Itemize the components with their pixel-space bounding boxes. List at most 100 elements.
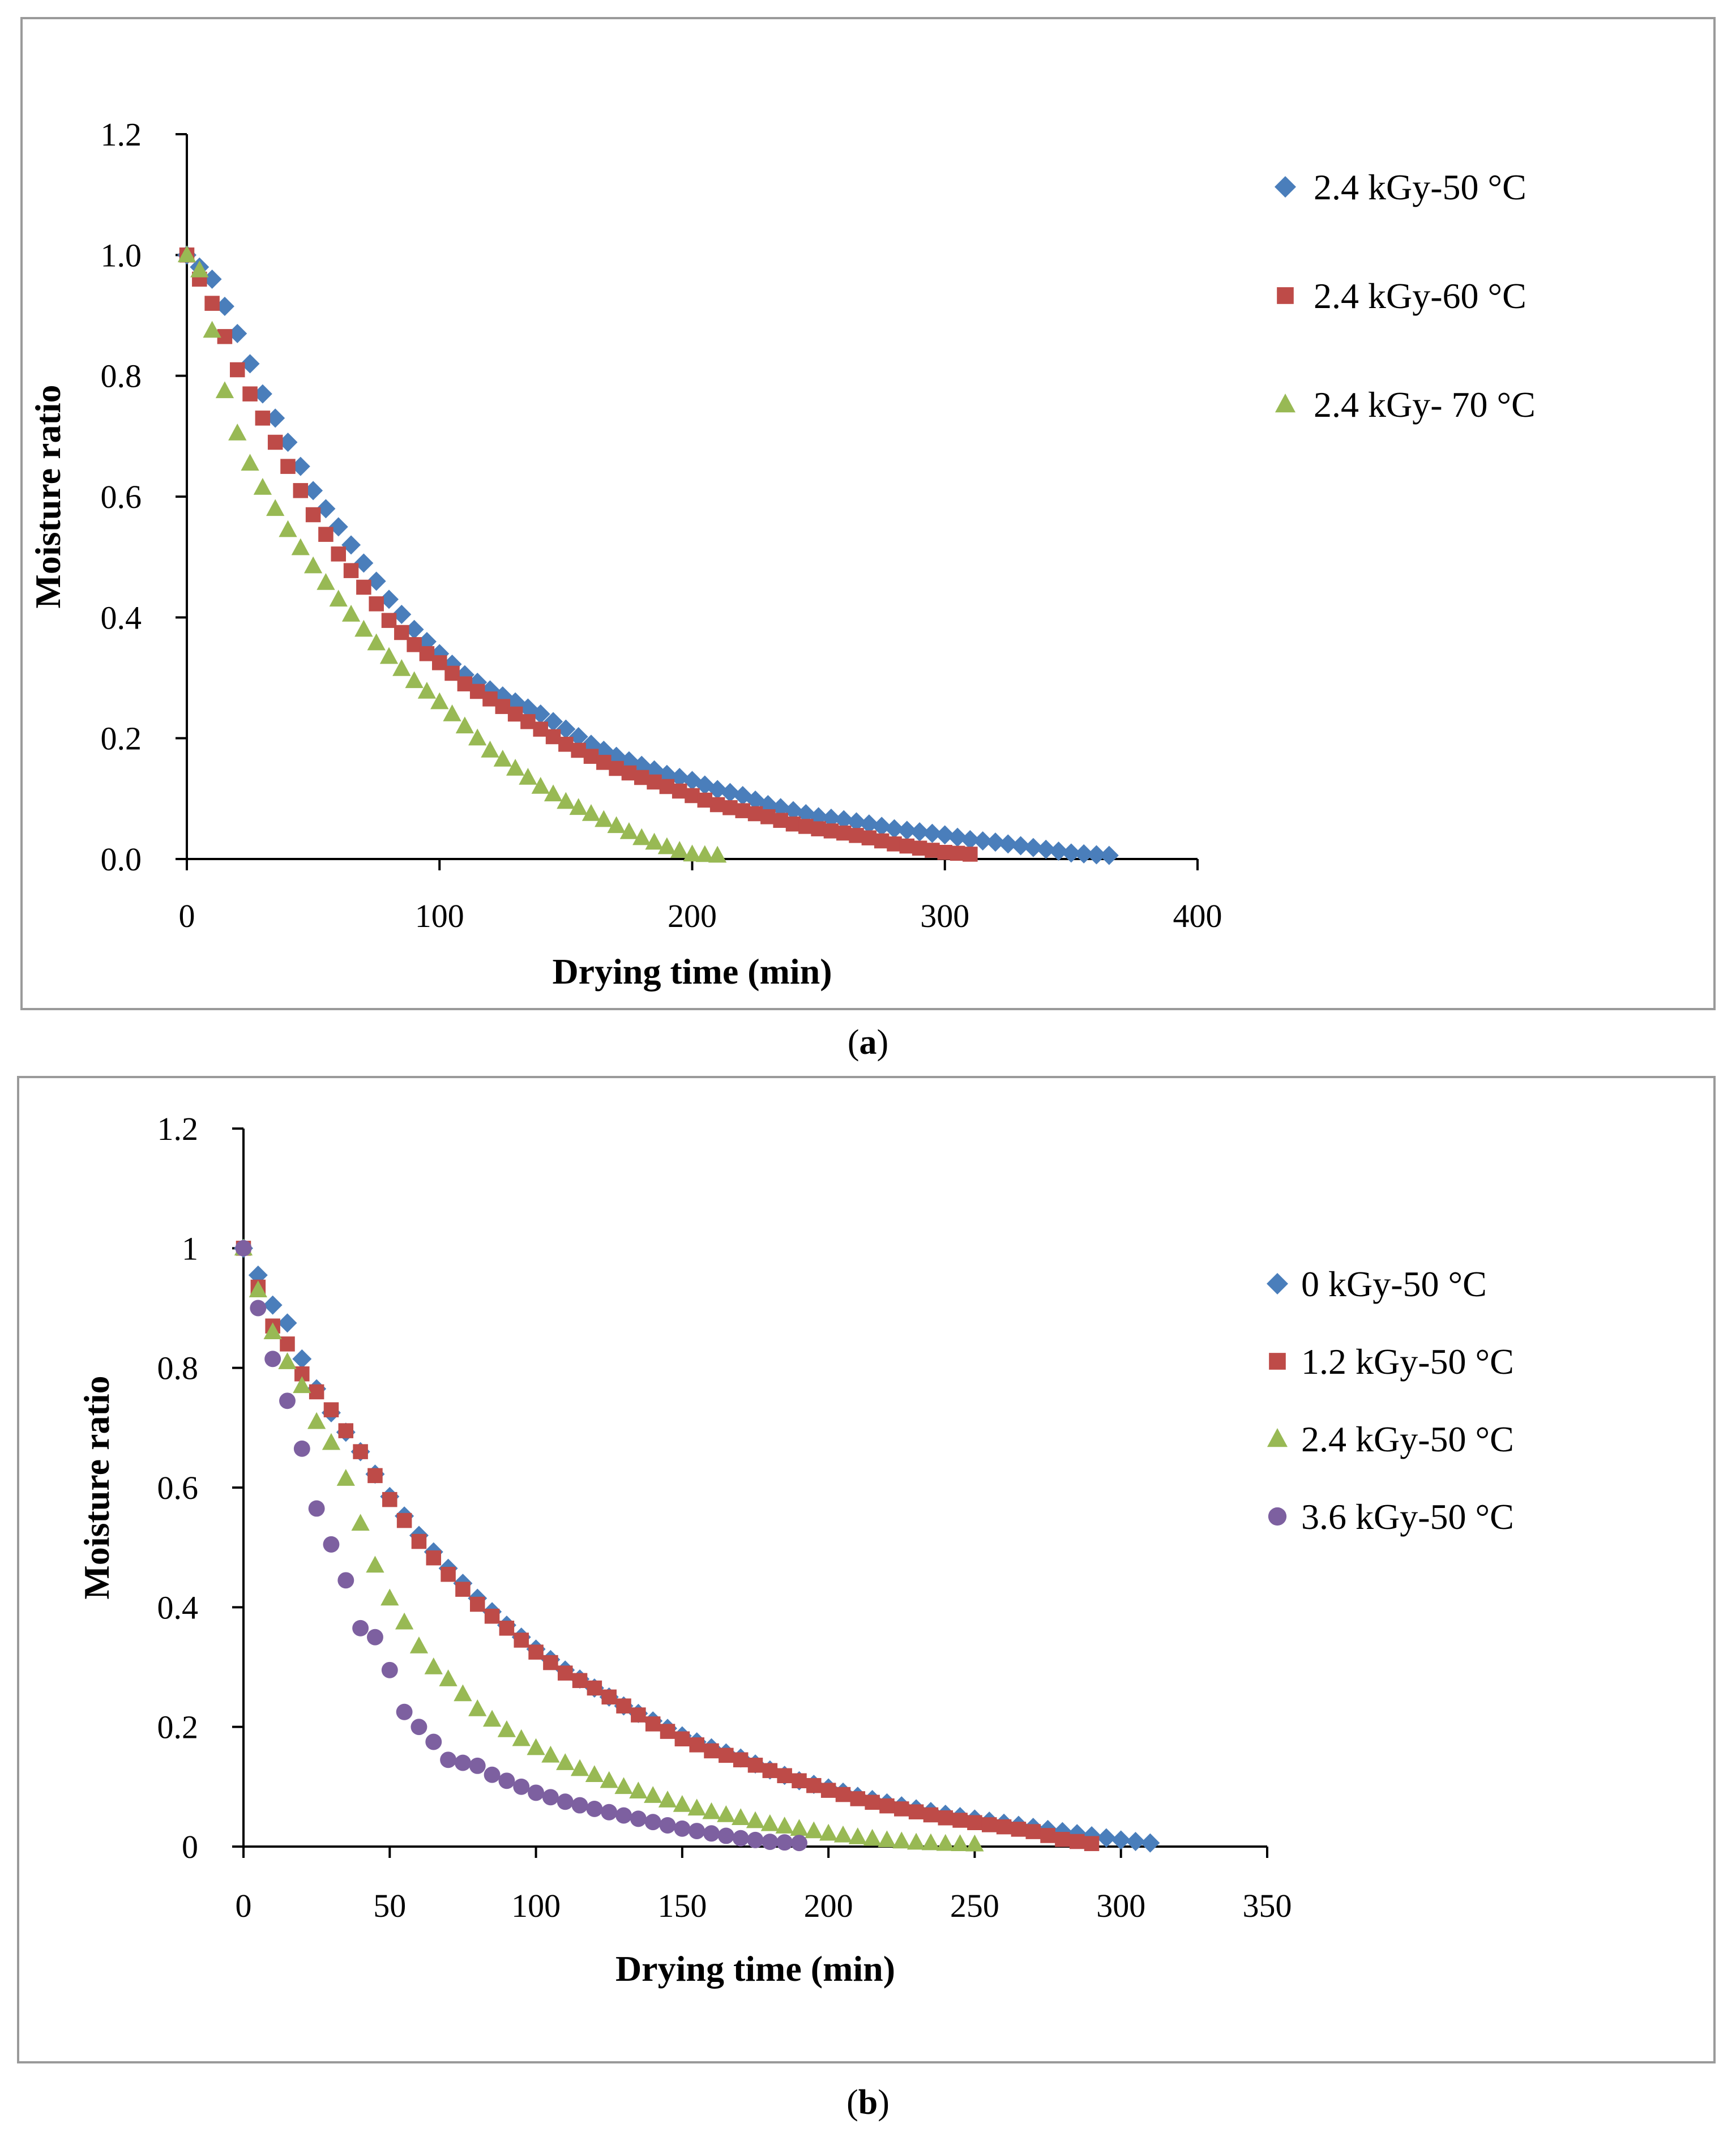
data-point <box>204 296 220 311</box>
data-point <box>878 1830 896 1848</box>
data-point <box>533 721 549 737</box>
data-point <box>936 1834 955 1851</box>
data-point <box>732 1830 749 1847</box>
data-point <box>760 1814 779 1831</box>
data-point <box>760 809 776 824</box>
data-point <box>629 1781 648 1799</box>
y-axis-label: Moisture ratio <box>76 1375 117 1599</box>
data-point <box>601 1804 618 1821</box>
data-point <box>702 1802 721 1819</box>
data-point <box>609 760 624 776</box>
data-point <box>1055 1832 1070 1847</box>
data-point <box>948 827 968 847</box>
y-tick-label: 0.6 <box>157 1469 199 1506</box>
data-point <box>235 1240 252 1257</box>
data-point <box>703 1825 720 1842</box>
data-point <box>280 459 296 474</box>
data-point <box>520 714 536 729</box>
y-tick-label: 1.0 <box>101 237 142 274</box>
data-point <box>746 1811 765 1828</box>
data-point <box>823 823 839 839</box>
data-point <box>407 637 422 652</box>
data-point <box>973 831 993 851</box>
data-point <box>394 625 409 640</box>
series-3 <box>234 1238 984 1852</box>
data-point <box>292 1349 312 1369</box>
x-tick-label: 100 <box>415 898 464 934</box>
data-point <box>443 704 461 721</box>
data-point <box>848 1827 867 1844</box>
y-axis-label: Moisture ratio <box>28 384 68 608</box>
data-point <box>1025 1824 1041 1839</box>
legend-marker <box>1277 287 1294 304</box>
data-point <box>392 605 412 624</box>
x-tick-label: 0 <box>236 1887 252 1924</box>
data-point <box>1011 1822 1027 1837</box>
data-point <box>379 647 399 664</box>
data-point <box>293 1440 310 1457</box>
data-point <box>369 596 384 612</box>
data-point <box>722 800 738 815</box>
data-point <box>689 1823 705 1839</box>
data-point <box>695 845 714 862</box>
data-point <box>341 605 361 622</box>
data-point <box>912 840 927 856</box>
data-point <box>568 727 588 746</box>
data-point <box>1036 839 1056 859</box>
data-point <box>177 245 196 263</box>
data-point <box>1099 845 1119 865</box>
data-point <box>278 1352 297 1369</box>
data-point <box>544 784 563 802</box>
data-point <box>709 797 725 813</box>
data-point <box>303 481 323 501</box>
data-point <box>328 517 348 537</box>
data-point <box>747 1758 763 1773</box>
data-point <box>1049 841 1068 861</box>
data-point <box>556 1753 575 1770</box>
data-point <box>1040 1828 1055 1843</box>
x-axis-label: Drying time (min) <box>552 951 832 992</box>
data-point <box>616 1698 631 1714</box>
data-point <box>791 1835 807 1852</box>
data-point <box>543 1655 558 1670</box>
data-point <box>673 1795 692 1812</box>
data-point <box>607 816 626 834</box>
data-point <box>255 411 271 426</box>
data-point <box>1061 843 1081 863</box>
data-point <box>531 704 550 724</box>
data-point <box>241 454 259 471</box>
data-point <box>659 779 675 794</box>
data-point <box>717 1805 736 1822</box>
legend-marker <box>1268 1507 1287 1526</box>
data-point <box>683 844 702 862</box>
data-point <box>506 759 525 776</box>
data-point <box>469 1757 486 1774</box>
data-point <box>687 1798 706 1816</box>
data-point <box>441 1566 456 1582</box>
legend-marker <box>1275 394 1296 413</box>
data-point <box>203 321 221 338</box>
data-point <box>215 297 234 316</box>
data-point <box>704 1743 719 1759</box>
data-point <box>305 507 321 523</box>
data-point <box>587 1680 602 1696</box>
data-point <box>229 362 245 378</box>
y-tick-label: 0.8 <box>101 358 142 395</box>
data-point <box>431 655 447 670</box>
data-point <box>512 1729 531 1746</box>
data-point <box>863 1828 882 1846</box>
data-point <box>645 1716 661 1732</box>
data-point <box>293 1376 311 1394</box>
data-point <box>411 1533 427 1549</box>
data-point <box>762 1763 778 1779</box>
data-point <box>228 324 247 343</box>
data-point <box>263 1322 282 1340</box>
data-point <box>228 424 247 441</box>
data-point <box>910 822 930 841</box>
data-point <box>996 1819 1012 1835</box>
data-point <box>484 1608 500 1624</box>
data-point <box>484 1766 501 1783</box>
data-point <box>316 499 336 519</box>
data-point <box>351 1514 370 1531</box>
